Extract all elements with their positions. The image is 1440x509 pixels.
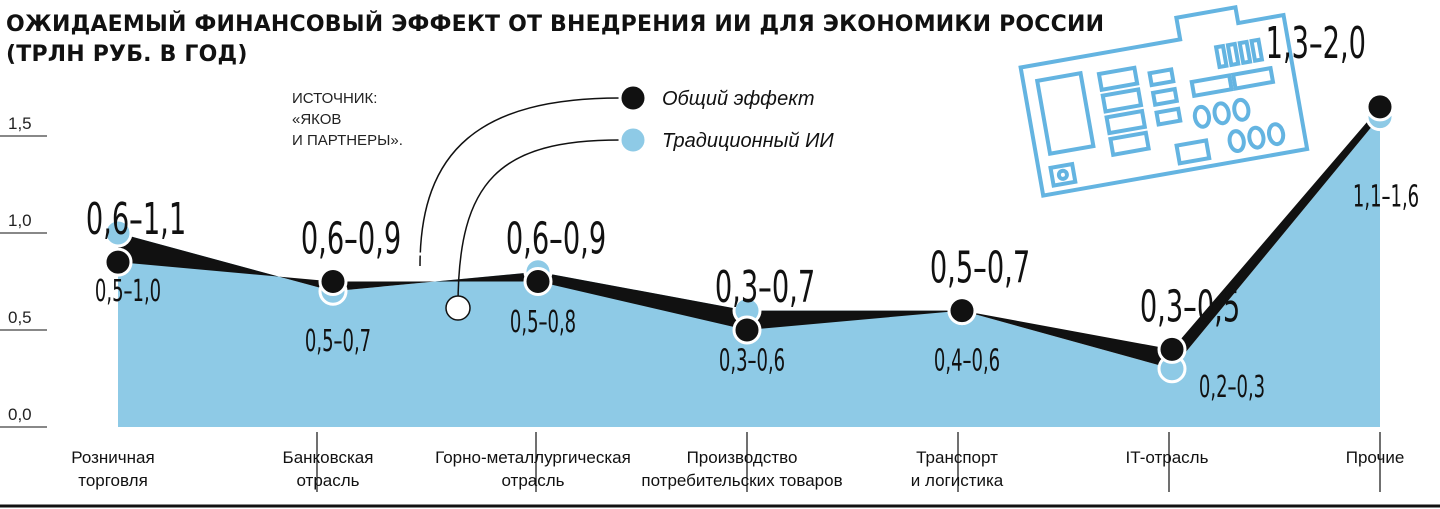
legend-sample-traditional-dot bbox=[445, 295, 471, 321]
value-labels: 0,6–1,1 0,5–1,0 0,6–0,9 0,5–0,7 0,6–0,9 0,5–0… bbox=[86, 17, 1419, 404]
y-tick-label: 0,0 bbox=[8, 405, 32, 424]
traditional-ai-area bbox=[118, 116, 1380, 427]
markers bbox=[103, 92, 1395, 384]
y-tick-label: 1,0 bbox=[8, 211, 32, 230]
traditional-ai-point bbox=[103, 218, 133, 248]
total-effect-point bbox=[103, 247, 133, 277]
traditional-ai-value-label: 0,4–0,6 bbox=[934, 343, 1000, 378]
y-axis: 1,5 1,0 0,5 0,0 bbox=[0, 114, 47, 428]
source-note: ИСТОЧНИК: «ЯКОВ И ПАРТНЕРЫ». bbox=[292, 90, 403, 149]
traditional-ai-value-label: 0,2–0,3 bbox=[1199, 369, 1265, 404]
source-line-1: ИСТОЧНИК: bbox=[292, 90, 377, 107]
category-label: IT-отрасль bbox=[1126, 448, 1209, 467]
total-effect-point bbox=[947, 296, 977, 326]
total-effect-point bbox=[318, 267, 348, 296]
legend-label-total: Общий эффект bbox=[662, 88, 815, 110]
legend-marker-traditional bbox=[618, 125, 648, 155]
total-effect-point bbox=[1157, 334, 1187, 364]
circuit-board-illustration bbox=[1018, 4, 1310, 198]
traditional-ai-value-label: 0,5–0,8 bbox=[510, 304, 576, 339]
x-axis: Розничная торговля Банковская отрасль Горно-… bbox=[0, 432, 1440, 508]
traditional-ai-value-label: 1,1–1,6 bbox=[1353, 179, 1419, 214]
chart-title-line-2: (ТРЛН РУБ. В ГОД) bbox=[6, 42, 248, 67]
traditional-ai-area-fill bbox=[118, 116, 1380, 427]
total-effect-value-label: 0,6–0,9 bbox=[301, 213, 401, 265]
total-effect-point bbox=[732, 315, 762, 345]
total-effect-value-label: 0,3–0,5 bbox=[1140, 281, 1240, 333]
legend-label-traditional: Традиционный ИИ bbox=[662, 130, 834, 152]
chart-title: ОЖИДАЕМЫЙ ФИНАНСОВЫЙ ЭФФЕКТ ОТ ВНЕДРЕНИЯ… bbox=[6, 10, 1104, 70]
category-label: Производство потребительских товаров bbox=[641, 448, 842, 490]
traditional-ai-value-label: 0,3–0,6 bbox=[719, 343, 785, 378]
category-label: Транспорт и логистика bbox=[911, 448, 1004, 490]
traditional-ai-value-label: 0,5–1,0 bbox=[95, 273, 161, 308]
source-line-2: «ЯКОВ bbox=[292, 111, 341, 128]
total-effect-value-label: 0,6–0,9 bbox=[506, 213, 606, 265]
legend: Общий эффект Традиционный ИИ bbox=[406, 83, 834, 321]
category-label: Горно-металлургическая отрасль bbox=[435, 448, 631, 490]
category-label: Банковская отрасль bbox=[283, 448, 374, 490]
total-effect-value-label: 0,3–0,7 bbox=[715, 261, 815, 313]
traditional-ai-value-label: 0,5–0,7 bbox=[305, 323, 371, 358]
total-effect-point bbox=[523, 267, 553, 296]
legend-sample-total-dot bbox=[406, 252, 434, 280]
total-effect-value-label: 1,3–2,0 bbox=[1266, 17, 1366, 69]
total-effect-value-label: 0,5–0,7 bbox=[930, 242, 1030, 294]
y-tick-label: 0,5 bbox=[8, 308, 32, 327]
chart-title-line-1: ОЖИДАЕМЫЙ ФИНАНСОВЫЙ ЭФФЕКТ ОТ ВНЕДРЕНИЯ… bbox=[6, 12, 1105, 37]
source-line-3: И ПАРТНЕРЫ». bbox=[292, 132, 403, 149]
category-label: Розничная торговля bbox=[71, 448, 154, 490]
legend-marker-total bbox=[618, 83, 648, 113]
total-effect-value-label: 0,6–1,1 bbox=[86, 193, 186, 245]
legend-leader-total bbox=[419, 97, 621, 267]
y-tick-label: 1,5 bbox=[8, 114, 32, 133]
legend-leader-traditional bbox=[457, 139, 621, 307]
total-effect-point bbox=[1365, 92, 1395, 122]
category-label: Прочие bbox=[1346, 448, 1405, 467]
